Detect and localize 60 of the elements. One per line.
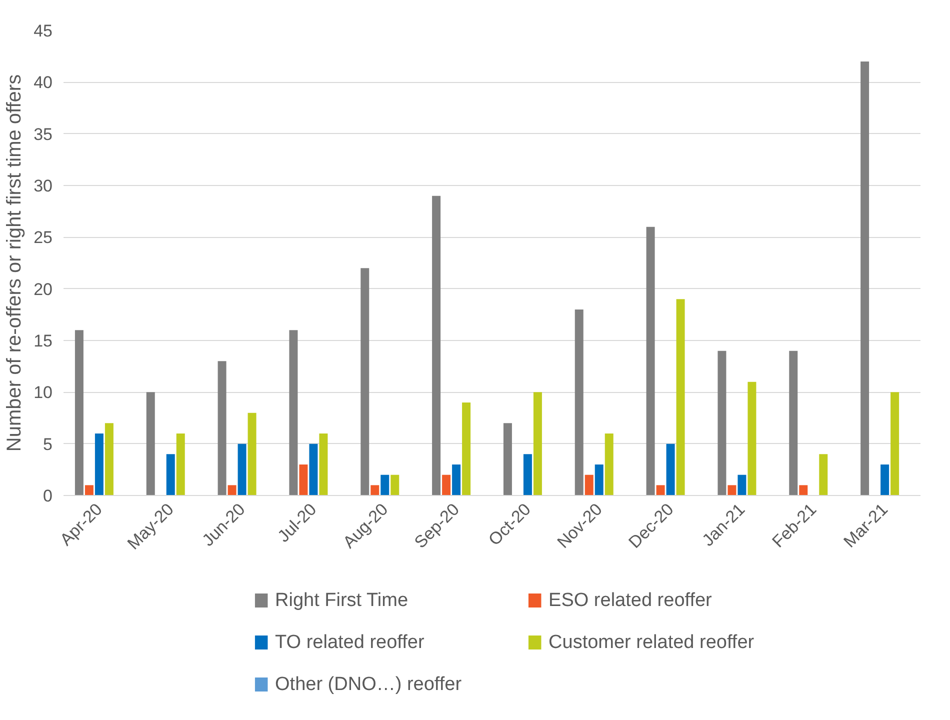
bar	[248, 412, 256, 496]
bar	[146, 392, 155, 496]
legend-label: TO related reoffer	[275, 632, 425, 653]
bar	[789, 350, 798, 496]
bar	[289, 330, 298, 496]
bar	[176, 434, 185, 496]
bar	[748, 382, 756, 496]
bar	[584, 474, 594, 496]
bar	[523, 454, 532, 496]
bar	[442, 474, 451, 496]
bar	[718, 350, 726, 496]
bar	[94, 434, 104, 496]
bar	[676, 299, 685, 496]
bar	[309, 444, 318, 496]
bar	[432, 196, 441, 496]
bar	[728, 485, 736, 496]
bar	[604, 434, 614, 496]
bar	[533, 392, 542, 496]
y-tick-label: 30	[34, 176, 53, 196]
bar	[819, 454, 828, 496]
bar	[462, 402, 471, 496]
legend-label: ESO related reoffer	[548, 590, 713, 611]
y-tick-label: 0	[43, 486, 53, 506]
bar	[390, 474, 400, 496]
legend-label: Right First Time	[275, 590, 408, 611]
bar	[166, 454, 175, 496]
bar	[666, 444, 675, 496]
legend-label: Other (DNO…) reoffer	[275, 674, 462, 695]
y-tick-label: 15	[34, 332, 53, 350]
y-tick-label: 20	[34, 280, 53, 299]
bar	[860, 62, 870, 496]
bar	[84, 485, 94, 496]
bar	[360, 268, 370, 496]
bar	[890, 392, 900, 496]
bar	[74, 330, 84, 496]
legend-label: Customer related reoffer	[548, 632, 755, 653]
y-tick-label: 45	[34, 22, 53, 40]
y-axis-title: Number of re-offers or right first time offers	[4, 74, 26, 452]
bar	[503, 423, 512, 496]
bar	[238, 444, 246, 496]
bar	[299, 464, 308, 496]
y-tick-label: 10	[34, 383, 53, 402]
y-tick-label: 40	[34, 73, 53, 92]
bar	[452, 464, 461, 496]
bar	[880, 464, 890, 496]
bar	[104, 423, 114, 496]
bar	[656, 485, 665, 496]
y-tick-label: 5	[43, 434, 53, 454]
bar	[646, 226, 655, 496]
bar	[574, 310, 584, 496]
bar	[380, 474, 390, 496]
bar	[370, 485, 380, 496]
y-tick-label: 35	[34, 124, 53, 144]
bar	[594, 464, 604, 496]
bar	[319, 434, 328, 496]
bar	[228, 485, 236, 496]
bar	[218, 361, 226, 496]
bar	[799, 485, 808, 496]
bar	[738, 474, 746, 496]
y-tick-label: 25	[34, 228, 53, 248]
